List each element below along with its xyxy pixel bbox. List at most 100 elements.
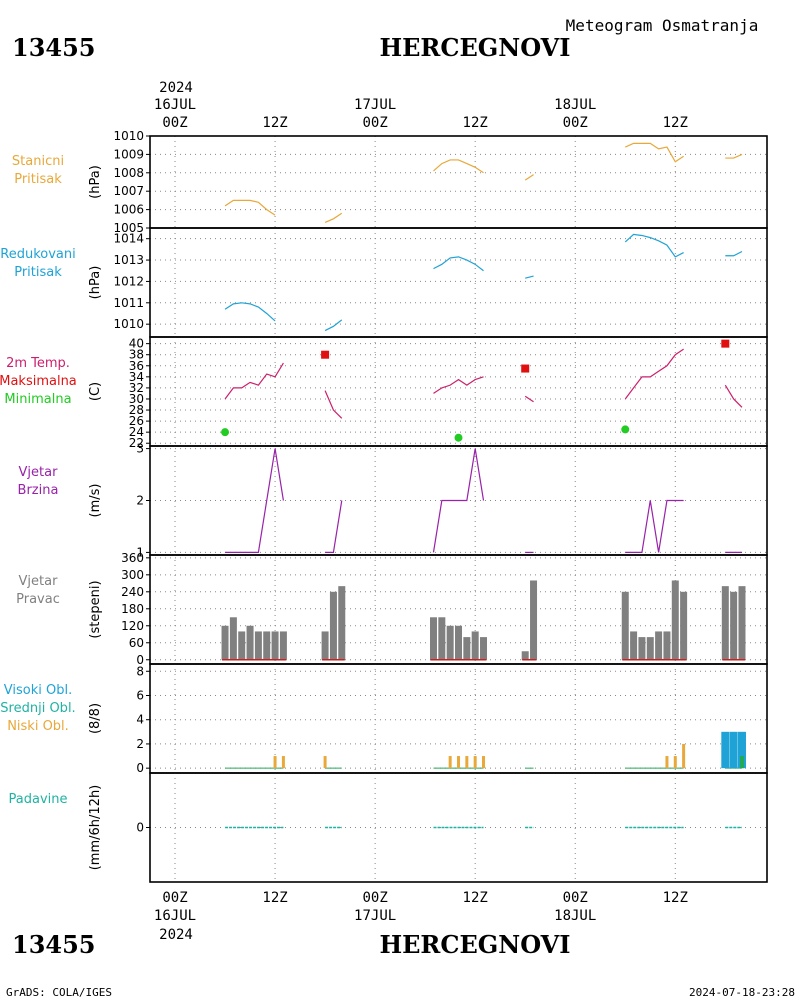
y-tick-label: 1007 — [113, 184, 144, 198]
top-tick-label: 12Z — [463, 115, 488, 131]
panel-label: Vjetar — [19, 574, 59, 589]
min-temp-marker — [221, 428, 230, 437]
y-tick-label: 1014 — [113, 232, 144, 246]
panel-label: Minimalna — [4, 392, 71, 407]
y-tick-label: 4 — [136, 713, 144, 727]
series-line — [625, 142, 684, 163]
wind-direction-bar — [621, 591, 629, 660]
wind-direction-bar — [671, 580, 679, 660]
wind-direction-bar — [530, 580, 538, 660]
wind-direction-bar — [630, 631, 638, 660]
y-axis-label: (mm/6h/12h) — [88, 785, 103, 871]
series-line — [624, 348, 684, 400]
low-cloud-bar — [465, 756, 469, 769]
series-line — [432, 448, 485, 553]
top-tick-label: 12Z — [663, 115, 688, 131]
wind-direction-bar — [329, 591, 337, 660]
wind-direction-bar — [263, 631, 271, 660]
series-line — [433, 159, 484, 174]
series-line — [524, 174, 534, 181]
y-tick-label: 1006 — [113, 203, 144, 217]
panel-frame — [149, 227, 768, 338]
y-tick-label: 22 — [129, 436, 144, 450]
y-axis-label: (C) — [88, 382, 103, 401]
panel-frame — [149, 135, 768, 229]
footer-credit: GrADS: COLA/IGES — [6, 986, 112, 999]
top-tick-label: 00Z — [162, 115, 187, 131]
wind-direction-bar — [254, 631, 262, 660]
wind-direction-bar — [721, 586, 729, 660]
wind-direction-bar — [455, 625, 462, 660]
panel-label: Vjetar — [19, 465, 59, 480]
bottom-year-label: 2024 — [159, 927, 193, 943]
max-temp-marker — [521, 364, 530, 373]
low-cloud-bar — [281, 756, 285, 769]
top-day-label: 16JUL — [154, 97, 196, 113]
wind-direction-bar — [321, 631, 329, 660]
bottom-time-axis: 00Z 12Z 00Z 12Z 00Z 12Z 16JUL 17JUL 18JUL — [154, 890, 688, 924]
series-line — [725, 250, 743, 257]
series-line — [224, 302, 276, 322]
mid-cloud-bar — [739, 756, 744, 769]
y-tick-label: 1013 — [113, 253, 144, 267]
max-temp-marker — [721, 339, 730, 348]
bottom-day-label: 16JUL — [154, 908, 196, 924]
header-station-name: HERCEGNOVI — [379, 33, 570, 62]
wind-direction-bar — [521, 651, 529, 660]
high-cloud-bar — [721, 731, 730, 769]
y-tick-label: 1005 — [113, 221, 144, 235]
y-axis-label: (8/8) — [88, 703, 103, 734]
y-tick-label: 40 — [129, 337, 144, 351]
y-axis-label: (hPa) — [88, 165, 103, 199]
y-tick-label: 8 — [136, 664, 144, 678]
bottom-tick-label: 00Z — [162, 890, 187, 906]
y-tick-label: 1011 — [113, 296, 144, 310]
wind-direction-bar — [446, 625, 454, 660]
panel-label: Brzina — [18, 483, 59, 498]
y-tick-label: 30 — [129, 392, 144, 406]
footer-station-id: 13455 — [12, 930, 96, 959]
wind-direction-bar — [471, 631, 479, 660]
y-tick-label: 2 — [136, 737, 144, 751]
wind-direction-bar — [429, 617, 437, 660]
low-cloud-bar — [482, 756, 486, 769]
y-tick-label: 300 — [121, 568, 144, 582]
y-tick-label: 1 — [136, 545, 144, 559]
panel-label: Pritisak — [14, 265, 62, 280]
series-line — [433, 256, 484, 272]
footer-timestamp: 2024-07-18-23:28 — [689, 986, 795, 999]
y-axis-label: (hPa) — [88, 266, 103, 300]
series-line — [324, 390, 343, 419]
panel-station_pressure: 1005 1006 1007 1008 1009 1010 (hPa) Stanicni Pri… — [12, 129, 768, 235]
panel-label: Niski Obl. — [7, 719, 69, 734]
wind-direction-bar — [338, 586, 346, 660]
low-cloud-bar — [682, 743, 686, 769]
bottom-day-label: 18JUL — [554, 908, 596, 924]
y-tick-label: 0 — [136, 653, 144, 667]
panel-label: Maksimalna — [0, 374, 77, 389]
series-line — [324, 319, 343, 332]
high-cloud-bar — [737, 731, 746, 769]
panel-wind_speed: 1 2 3 (m/s) Vjetar Brzina — [18, 442, 768, 559]
wind-direction-bar — [738, 586, 746, 660]
header-subtitle: Meteogram Osmatranja — [566, 16, 759, 35]
y-tick-label: 34 — [129, 370, 144, 384]
panel-label: Redukovani — [0, 247, 75, 262]
series-line — [225, 448, 284, 554]
series-line — [324, 212, 343, 224]
panel-wind_direction: 0 60 120 180 240 300 360 (stepeni) Vjetar Pravac — [16, 551, 768, 667]
wind-direction-bar — [480, 637, 488, 660]
y-tick-label: 3 — [136, 442, 144, 456]
top-day-label: 17JUL — [354, 97, 396, 113]
low-cloud-bar — [457, 756, 460, 769]
low-cloud-bar — [473, 756, 477, 769]
y-tick-label: 240 — [121, 585, 144, 599]
bottom-tick-label: 12Z — [663, 890, 688, 906]
y-tick-label: 60 — [129, 636, 144, 650]
series-line — [725, 153, 743, 159]
y-tick-label: 1009 — [113, 147, 144, 161]
panel-frame — [149, 772, 768, 883]
high-cloud-bar — [729, 731, 738, 769]
